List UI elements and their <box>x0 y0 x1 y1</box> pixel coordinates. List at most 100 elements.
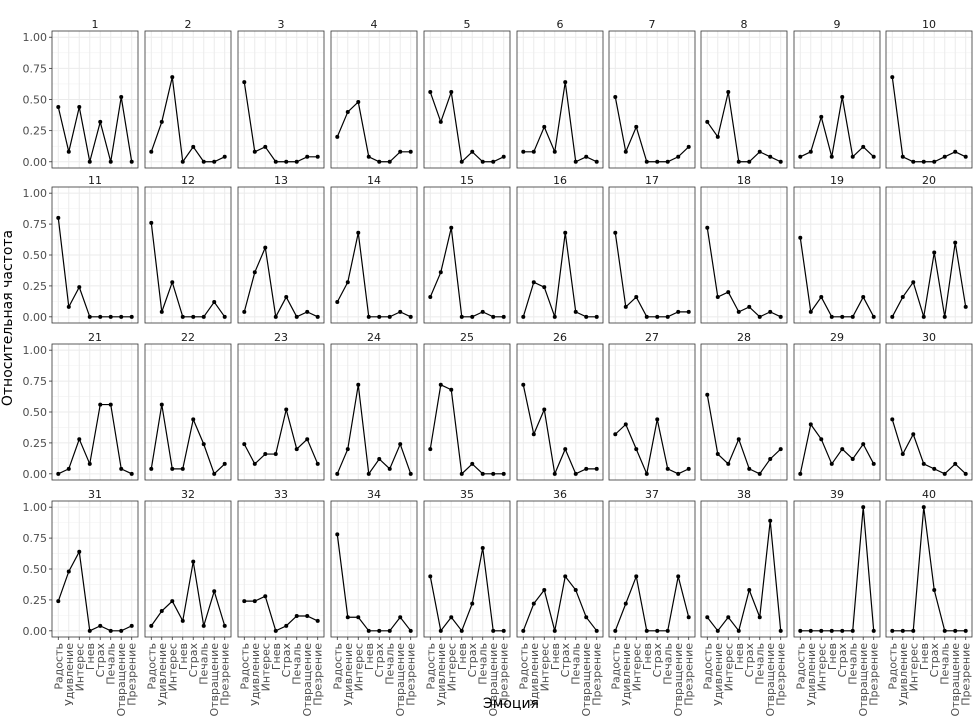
y-tick-label: 0.75 <box>23 62 48 75</box>
data-point <box>747 304 752 309</box>
data-point <box>428 574 433 579</box>
x-tick-label: Отвращение <box>115 643 128 716</box>
panel-border <box>608 500 696 638</box>
data-point <box>56 599 61 604</box>
data-point <box>542 407 547 412</box>
data-point <box>284 295 289 300</box>
data-point <box>921 505 926 510</box>
data-point <box>871 628 876 633</box>
facet-title: 10 <box>922 18 936 31</box>
data-point <box>356 382 361 387</box>
facet-panel: 5 <box>423 18 511 169</box>
data-point <box>715 134 720 139</box>
data-point <box>305 309 310 314</box>
data-point <box>829 314 834 319</box>
data-point <box>726 615 731 620</box>
facet-panel: 35 <box>423 488 511 638</box>
x-tick-label: Радость <box>517 643 530 690</box>
data-point <box>644 159 649 164</box>
series-line <box>706 394 782 475</box>
data-point <box>798 471 803 476</box>
series-line <box>891 242 967 318</box>
data-point <box>778 628 783 633</box>
facet-title: 39 <box>830 488 844 501</box>
facet-title: 21 <box>88 331 102 344</box>
data-point <box>850 314 855 319</box>
data-point <box>398 309 403 314</box>
facet-title: 33 <box>274 488 288 501</box>
data-point <box>900 628 905 633</box>
data-point <box>191 144 196 149</box>
data-point <box>480 471 485 476</box>
data-point <box>871 461 876 466</box>
data-point <box>398 442 403 447</box>
data-point <box>705 392 710 397</box>
data-point <box>273 452 278 457</box>
data-point <box>284 623 289 628</box>
data-point <box>335 532 340 537</box>
data-point <box>726 90 731 95</box>
panel-border <box>144 186 232 324</box>
data-point <box>56 215 61 220</box>
data-point <box>942 471 947 476</box>
data-point <box>159 609 164 614</box>
facet-title: 26 <box>553 331 567 344</box>
facet-title: 4 <box>371 18 378 31</box>
facet-panel: 39 <box>793 488 881 638</box>
data-point <box>552 149 557 154</box>
data-point <box>644 314 649 319</box>
data-point <box>584 615 589 620</box>
data-point <box>665 314 670 319</box>
x-tick-label: Радость <box>145 643 158 690</box>
data-point <box>715 295 720 300</box>
data-point <box>840 95 845 100</box>
data-point <box>366 471 371 476</box>
data-point <box>757 314 762 319</box>
data-point <box>757 471 762 476</box>
x-tick-label: Страх <box>651 643 664 678</box>
data-point <box>345 109 350 114</box>
x-tick-label: Гнев <box>918 643 931 670</box>
data-point <box>212 589 217 594</box>
data-point <box>963 304 968 309</box>
y-tick-label: 0.50 <box>23 563 48 576</box>
y-tick-label: 0.75 <box>23 375 48 388</box>
data-point <box>252 461 257 466</box>
facet-title: 16 <box>553 174 567 187</box>
data-point <box>584 154 589 159</box>
panel-border <box>700 343 788 481</box>
data-point <box>768 154 773 159</box>
x-tick-label: Печаль <box>570 643 583 685</box>
data-point <box>808 628 813 633</box>
data-point <box>149 466 154 471</box>
x-tick-label: Отвращение <box>208 643 221 716</box>
y-tick-label: 0.00 <box>23 468 48 481</box>
facet-panel: 24 <box>330 331 418 481</box>
data-point <box>159 119 164 124</box>
data-point <box>953 149 958 154</box>
x-tick-label: Презрение <box>219 643 232 706</box>
facet-panel: 9 <box>793 18 881 169</box>
data-point <box>335 471 340 476</box>
y-tick-label: 0.25 <box>23 125 48 138</box>
facet-panel: 33 <box>237 488 325 638</box>
facet-panel: 16 <box>516 174 604 324</box>
series-line <box>429 547 504 633</box>
data-point <box>56 104 61 109</box>
data-point <box>438 270 443 275</box>
data-point <box>222 314 227 319</box>
facet-title: 30 <box>922 331 936 344</box>
data-point <box>108 402 113 407</box>
data-point <box>921 461 926 466</box>
data-point <box>521 149 526 154</box>
data-point <box>736 437 741 442</box>
data-point <box>665 466 670 471</box>
x-tick-label: Интерес <box>73 643 86 691</box>
data-point <box>871 154 876 159</box>
facet-panel: 32 <box>144 488 232 638</box>
facet-title: 13 <box>274 174 288 187</box>
data-point <box>438 119 443 124</box>
data-point <box>77 549 82 554</box>
data-point <box>191 314 196 319</box>
facet-panel: 22 <box>144 331 232 481</box>
